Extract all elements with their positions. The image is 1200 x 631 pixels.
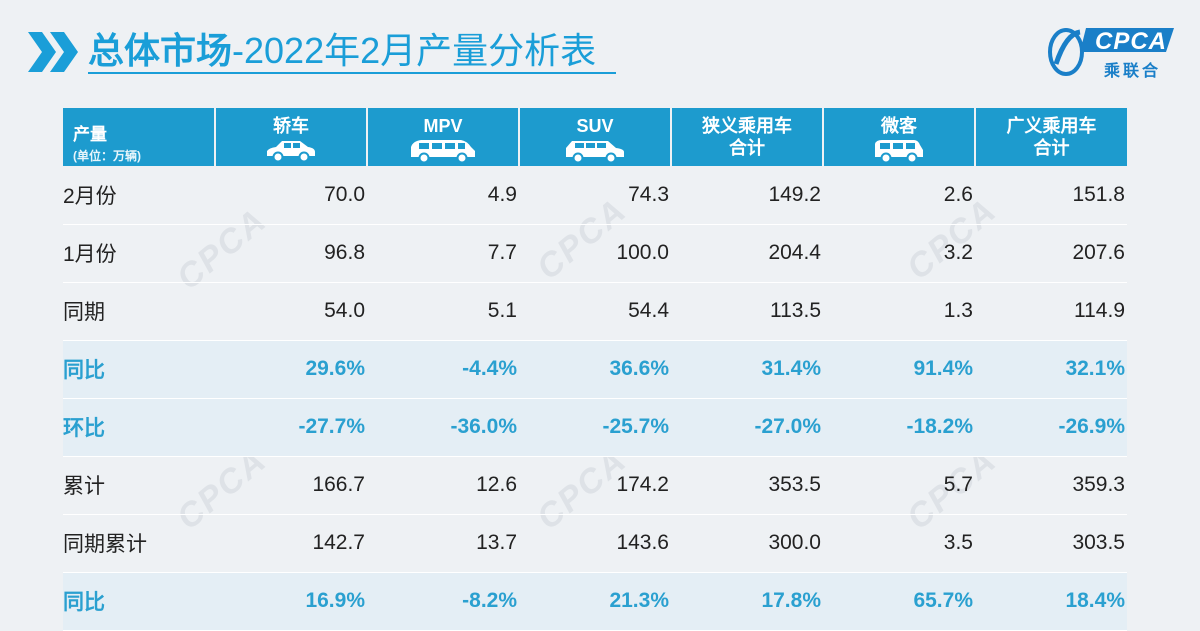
table-cell: 29.6% bbox=[215, 340, 367, 399]
table-cell: 142.7 bbox=[215, 514, 367, 573]
logo-subtext: 乘联合 bbox=[1104, 63, 1162, 80]
table-cell: 207.6 bbox=[975, 224, 1127, 283]
table-body: 2月份 70.0 4.9 74.3 149.2 2.6 151.8 1月份 96.8 7.7 100… bbox=[63, 166, 1127, 631]
table-cell: 1.3 bbox=[823, 282, 975, 341]
table-cell: -36.0% bbox=[367, 398, 519, 457]
row-label: 1月份 bbox=[63, 224, 215, 283]
row-label: 累计 bbox=[63, 456, 215, 515]
table-cell: 12.6 bbox=[367, 456, 519, 515]
table-cell: 96.8 bbox=[215, 224, 367, 283]
column-label-line1: 狭义乘用车 bbox=[702, 116, 792, 136]
column-label: 微客 bbox=[881, 116, 917, 136]
table-cell: 70.0 bbox=[215, 166, 367, 225]
table-row: 累计 166.7 12.6 174.2 353.5 5.7 359.3 bbox=[63, 456, 1127, 515]
column-header-minivan: 微客 bbox=[823, 108, 976, 166]
row-label: 环比 bbox=[63, 398, 215, 457]
table-cell: 3.5 bbox=[823, 514, 975, 573]
corner-unit: (单位：万辆) bbox=[73, 149, 141, 163]
row-label: 同比 bbox=[63, 572, 215, 631]
table-row: 同期 54.0 5.1 54.4 113.5 1.3 114.9 bbox=[63, 282, 1127, 341]
table-cell: -25.7% bbox=[519, 398, 671, 457]
table-cell: -4.4% bbox=[367, 340, 519, 399]
table-cell: 114.9 bbox=[975, 282, 1127, 341]
column-header-broad-passenger-total: 广义乘用车 合计 bbox=[975, 108, 1127, 166]
table-cell: 54.4 bbox=[519, 282, 671, 341]
table-row: 环比 -27.7% -36.0% -25.7% -27.0% -18.2% -26.9% bbox=[63, 398, 1127, 457]
cpca-logo-icon bbox=[1048, 28, 1174, 76]
row-label: 同期 bbox=[63, 282, 215, 341]
page-header: 总体市场-2022年2月产量分析表 CPCA 乘联合 bbox=[0, 0, 1200, 90]
row-label: 同比 bbox=[63, 340, 215, 399]
row-label: 2月份 bbox=[63, 166, 215, 225]
column-header-suv: SUV bbox=[519, 108, 672, 166]
page-title: 总体市场-2022年2月产量分析表 bbox=[88, 26, 596, 76]
title-underline bbox=[88, 72, 616, 74]
table-cell: 359.3 bbox=[975, 456, 1127, 515]
table-cell: 65.7% bbox=[823, 572, 975, 631]
table-header-row: 产量 (单位：万辆) 轿车 MPV SUV bbox=[63, 108, 1127, 166]
column-label: MPV bbox=[423, 116, 463, 136]
table-cell: 303.5 bbox=[975, 514, 1127, 573]
suv-icon bbox=[566, 141, 624, 164]
table-cell: 32.1% bbox=[975, 340, 1127, 399]
table-cell: 7.7 bbox=[367, 224, 519, 283]
column-header-narrow-passenger-total: 狭义乘用车 合计 bbox=[671, 108, 824, 166]
column-header-sedan: 轿车 bbox=[215, 108, 368, 166]
table-cell: 113.5 bbox=[671, 282, 823, 341]
table-cell: 31.4% bbox=[671, 340, 823, 399]
table-row: 同比 29.6% -4.4% 36.6% 31.4% 91.4% 32.1% bbox=[63, 340, 1127, 399]
table-cell: 5.1 bbox=[367, 282, 519, 341]
table-row: 1月份 96.8 7.7 100.0 204.4 3.2 207.6 bbox=[63, 224, 1127, 283]
table-cell: 300.0 bbox=[671, 514, 823, 573]
double-chevron-icon bbox=[28, 32, 78, 72]
sedan-icon bbox=[267, 141, 315, 163]
table-cell: 4.9 bbox=[367, 166, 519, 225]
column-label: 轿车 bbox=[273, 116, 309, 136]
table-cell: -8.2% bbox=[367, 572, 519, 631]
minivan-icon bbox=[875, 140, 923, 164]
table-cell: 174.2 bbox=[519, 456, 671, 515]
table-cell: -18.2% bbox=[823, 398, 975, 457]
table-cell: 151.8 bbox=[975, 166, 1127, 225]
column-label-line2: 合计 bbox=[1033, 138, 1070, 158]
column-label-line2: 合计 bbox=[729, 138, 765, 158]
production-table: 产量 (单位：万辆) 轿车 MPV SUV bbox=[63, 108, 1127, 631]
table-row: 同期累计 142.7 13.7 143.6 300.0 3.5 303.5 bbox=[63, 514, 1127, 573]
table-cell: 166.7 bbox=[215, 456, 367, 515]
mpv-icon bbox=[411, 140, 475, 164]
table-cell: -27.7% bbox=[215, 398, 367, 457]
table-cell: 3.2 bbox=[823, 224, 975, 283]
table-row: 同比 16.9% -8.2% 21.3% 17.8% 65.7% 18.4% bbox=[63, 572, 1127, 631]
table-cell: 353.5 bbox=[671, 456, 823, 515]
table-cell: -26.9% bbox=[975, 398, 1127, 457]
table-cell: 17.8% bbox=[671, 572, 823, 631]
table-cell: -27.0% bbox=[671, 398, 823, 457]
title-rest: -2022年2月产量分析表 bbox=[232, 30, 597, 71]
table-cell: 204.4 bbox=[671, 224, 823, 283]
table-cell: 13.7 bbox=[367, 514, 519, 573]
table-row: 2月份 70.0 4.9 74.3 149.2 2.6 151.8 bbox=[63, 166, 1127, 225]
column-label-line1: 广义乘用车 bbox=[1006, 116, 1097, 136]
table-cell: 149.2 bbox=[671, 166, 823, 225]
table-cell: 21.3% bbox=[519, 572, 671, 631]
table-cell: 5.7 bbox=[823, 456, 975, 515]
table-cell: 100.0 bbox=[519, 224, 671, 283]
title-bold: 总体市场 bbox=[88, 30, 233, 71]
corner-label: 产量 bbox=[73, 125, 107, 144]
table-cell: 36.6% bbox=[519, 340, 671, 399]
corner-header: 产量 (单位：万辆) bbox=[63, 108, 216, 166]
table-cell: 54.0 bbox=[215, 282, 367, 341]
table-cell: 91.4% bbox=[823, 340, 975, 399]
table-cell: 16.9% bbox=[215, 572, 367, 631]
logo-text: CPCA bbox=[1095, 28, 1168, 55]
table-cell: 74.3 bbox=[519, 166, 671, 225]
table-cell: 2.6 bbox=[823, 166, 975, 225]
column-label: SUV bbox=[576, 116, 614, 136]
table-cell: 18.4% bbox=[975, 572, 1127, 631]
row-label: 同期累计 bbox=[63, 514, 215, 573]
table-cell: 143.6 bbox=[519, 514, 671, 573]
column-header-mpv: MPV bbox=[367, 108, 520, 166]
